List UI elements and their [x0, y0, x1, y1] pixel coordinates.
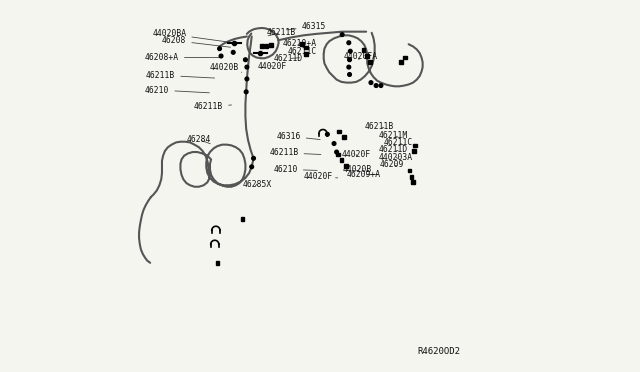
- Circle shape: [347, 65, 351, 69]
- Circle shape: [340, 33, 344, 36]
- Text: 46211C: 46211C: [287, 47, 317, 56]
- Circle shape: [245, 65, 249, 69]
- Bar: [408, 169, 411, 172]
- Circle shape: [252, 157, 255, 160]
- Circle shape: [348, 73, 351, 76]
- Text: 44020BA: 44020BA: [152, 29, 230, 42]
- Circle shape: [374, 84, 378, 87]
- Text: 46211B: 46211B: [146, 71, 214, 80]
- Text: 46284: 46284: [187, 135, 211, 144]
- Text: 46211D: 46211D: [379, 145, 408, 154]
- Bar: [337, 129, 341, 133]
- Text: 44020B: 44020B: [209, 62, 242, 72]
- Circle shape: [245, 77, 249, 81]
- Bar: [342, 135, 346, 139]
- Bar: [410, 175, 413, 179]
- Text: 46208: 46208: [162, 36, 230, 47]
- Circle shape: [348, 58, 351, 62]
- Text: 46316: 46316: [276, 132, 320, 141]
- Text: 46210: 46210: [273, 165, 317, 174]
- Circle shape: [218, 47, 221, 51]
- Text: 44020F: 44020F: [258, 61, 287, 71]
- Circle shape: [379, 84, 383, 87]
- Bar: [412, 149, 416, 153]
- Circle shape: [332, 142, 336, 145]
- Bar: [260, 44, 264, 48]
- Text: 44020F: 44020F: [303, 172, 338, 181]
- Bar: [365, 54, 369, 58]
- Text: 46285X: 46285X: [243, 180, 272, 189]
- Text: 46210: 46210: [145, 86, 209, 94]
- Bar: [269, 43, 273, 47]
- Bar: [241, 217, 244, 221]
- Bar: [411, 180, 415, 184]
- Circle shape: [369, 81, 372, 84]
- Text: 44020F: 44020F: [341, 150, 371, 159]
- Text: 46315: 46315: [287, 22, 326, 31]
- Circle shape: [244, 90, 248, 94]
- Bar: [340, 158, 343, 162]
- Circle shape: [232, 51, 235, 54]
- Bar: [304, 46, 308, 49]
- Bar: [368, 61, 372, 64]
- Circle shape: [326, 132, 329, 136]
- Bar: [399, 61, 403, 64]
- Bar: [216, 261, 220, 264]
- Text: 440203A: 440203A: [379, 153, 413, 162]
- Bar: [304, 52, 308, 56]
- Text: 46209+A: 46209+A: [346, 170, 381, 179]
- Text: 44020FA: 44020FA: [344, 52, 378, 61]
- Bar: [344, 164, 348, 167]
- Bar: [336, 153, 340, 157]
- Text: 46210+A: 46210+A: [282, 39, 316, 48]
- Text: 46211B: 46211B: [365, 122, 394, 131]
- Bar: [413, 144, 417, 147]
- Text: 46208+A: 46208+A: [145, 53, 221, 62]
- Text: R4620OD2: R4620OD2: [417, 347, 460, 356]
- Bar: [362, 48, 365, 52]
- Text: 46211B: 46211B: [266, 28, 296, 37]
- Text: 46209: 46209: [380, 160, 404, 169]
- Text: 44020B: 44020B: [342, 165, 371, 174]
- Circle shape: [335, 150, 339, 154]
- Circle shape: [348, 49, 352, 53]
- Text: 46211M: 46211M: [379, 131, 408, 140]
- Bar: [264, 44, 268, 48]
- Text: 46211B: 46211B: [194, 102, 232, 111]
- Bar: [300, 42, 304, 46]
- Circle shape: [347, 41, 351, 45]
- Text: 46211B: 46211B: [269, 148, 321, 157]
- Circle shape: [250, 165, 253, 169]
- Bar: [403, 56, 407, 60]
- Circle shape: [220, 54, 223, 58]
- Circle shape: [244, 58, 247, 62]
- Text: 46211C: 46211C: [383, 138, 413, 147]
- Text: 46211D: 46211D: [274, 54, 303, 63]
